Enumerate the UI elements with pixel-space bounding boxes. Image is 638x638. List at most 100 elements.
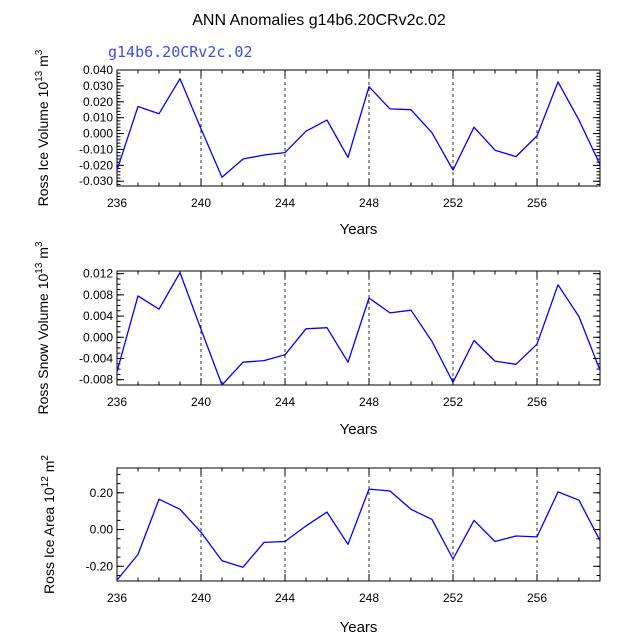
data-point: [242, 158, 244, 160]
x-tick-label: 248: [359, 196, 379, 210]
data-point: [200, 128, 202, 130]
data-point: [515, 155, 517, 157]
data-point: [326, 511, 328, 513]
y-axis-label: Ross Ice Volume 1013 m3: [34, 49, 51, 206]
data-point: [368, 488, 370, 490]
data-line: [116, 78, 601, 178]
plot-frame: [116, 270, 601, 386]
x-tick-label: 244: [275, 395, 295, 409]
data-point: [431, 340, 433, 342]
y-tick-label: -0.030: [79, 174, 113, 188]
panel-1: 236 240 244 248 252 256 -0.030 -0.020 -0.0100.00…: [34, 49, 601, 238]
data-point: [368, 297, 370, 299]
data-point: [494, 149, 496, 151]
y-tick-label: 0.20: [90, 486, 114, 500]
data-point: [368, 85, 370, 87]
data-point: [158, 498, 160, 500]
data-point: [473, 339, 475, 341]
data-point: [347, 156, 349, 158]
data-point: [452, 558, 454, 560]
x-axis-label: Years: [340, 619, 378, 636]
x-tick-label: 236: [107, 395, 127, 409]
y-tick-label: 0.008: [83, 288, 113, 302]
data-point: [389, 312, 391, 314]
y-tick-label: -0.020: [79, 158, 113, 172]
x-tick-label: 248: [359, 395, 379, 409]
data-point: [578, 499, 580, 501]
data-point: [599, 539, 601, 541]
data-point: [536, 135, 538, 137]
panel-2: 236 240 244 248 252 256 -0.008 -0.004 0.000 0.004…: [34, 241, 601, 438]
data-point: [599, 369, 601, 371]
y-tick-label: -0.010: [79, 142, 113, 156]
data-point: [347, 543, 349, 545]
y-tick-label: 0.010: [83, 111, 113, 125]
data-point: [536, 536, 538, 538]
plot-frame: [116, 69, 601, 187]
data-line: [116, 488, 601, 581]
y-tick-label: 0.000: [83, 127, 113, 141]
data-point: [137, 553, 139, 555]
data-point: [179, 271, 181, 273]
data-point: [452, 381, 454, 383]
data-point: [116, 371, 118, 373]
data-point: [137, 295, 139, 297]
data-point: [137, 105, 139, 107]
y-tick-label: -0.20: [86, 559, 114, 573]
data-point: [410, 109, 412, 111]
data-point: [473, 126, 475, 128]
x-tick-label: 256: [527, 196, 547, 210]
x-tick-label: 252: [443, 591, 463, 605]
data-point: [515, 535, 517, 537]
y-tick-label: 0.004: [83, 309, 113, 323]
data-point: [200, 531, 202, 533]
data-point: [326, 119, 328, 121]
data-point: [452, 169, 454, 171]
data-point: [578, 119, 580, 121]
data-point: [158, 308, 160, 310]
x-tick-label: 248: [359, 591, 379, 605]
panel-3: 236 240 244 248 252 256 -0.20 0.00 0.20 Years Ross…: [40, 455, 601, 636]
x-tick-label: 244: [275, 196, 295, 210]
y-tick-label: 0.000: [83, 330, 113, 344]
y-tick-label: 0.012: [83, 267, 113, 281]
data-point: [578, 315, 580, 317]
data-point: [242, 566, 244, 568]
x-tick-label: 252: [443, 196, 463, 210]
data-point: [431, 132, 433, 134]
data-point: [557, 284, 559, 286]
data-point: [410, 309, 412, 311]
data-point: [263, 154, 265, 156]
y-tick-label: -0.004: [79, 351, 113, 365]
data-point: [599, 163, 601, 165]
data-point: [515, 363, 517, 365]
x-tick-label: 256: [527, 395, 547, 409]
data-point: [200, 328, 202, 330]
data-point: [326, 327, 328, 329]
data-point: [242, 361, 244, 363]
x-tick-label: 240: [191, 591, 211, 605]
y-tick-label: 0.030: [83, 79, 113, 93]
x-axis-label: Years: [340, 421, 378, 438]
x-axis-label: Years: [340, 221, 378, 238]
y-axis-label: Ross Ice Area 1012 m2: [40, 455, 57, 594]
x-tick-label: 236: [107, 196, 127, 210]
data-point: [389, 490, 391, 492]
x-tick-label: 244: [275, 591, 295, 605]
data-point: [494, 540, 496, 542]
data-point: [263, 541, 265, 543]
data-point: [557, 491, 559, 493]
data-point: [494, 360, 496, 362]
data-point: [557, 81, 559, 83]
data-point: [347, 361, 349, 363]
data-point: [179, 78, 181, 80]
data-point: [221, 176, 223, 178]
data-point: [431, 518, 433, 520]
data-point: [116, 169, 118, 171]
data-point: [221, 560, 223, 562]
data-point: [536, 343, 538, 345]
chart-title: ANN Anomalies g14b6.20CRv2c.02: [192, 12, 446, 29]
chart-subtitle: g14b6.20CRv2c.02: [108, 43, 253, 61]
y-tick-label: 0.040: [83, 63, 113, 77]
